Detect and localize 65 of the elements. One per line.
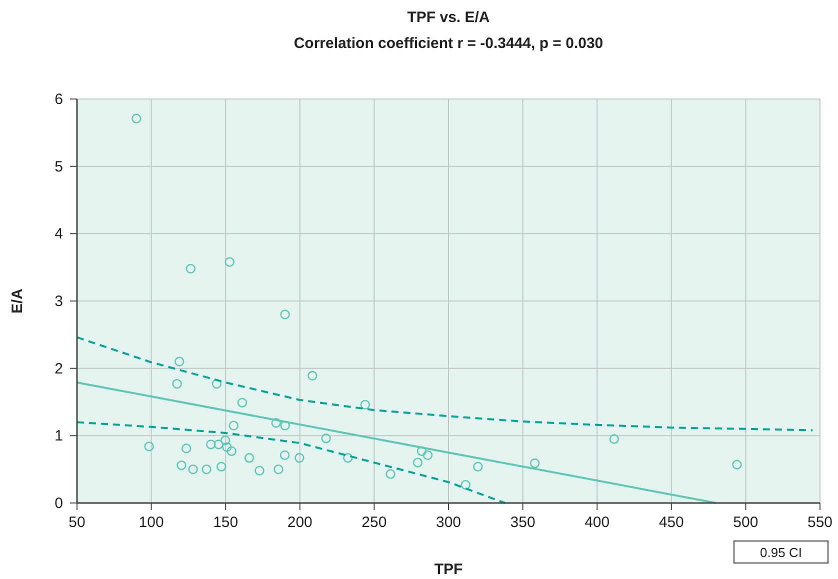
point [237, 398, 248, 408]
point [412, 458, 423, 468]
point [186, 264, 196, 274]
point [280, 450, 290, 460]
point [460, 480, 470, 490]
point [473, 462, 483, 472]
chart-subtitle: Correlation coefficient r = -0.3444, p = 0.030 [294, 35, 604, 52]
point [254, 466, 264, 476]
point [274, 464, 284, 474]
y-tick-label: 0 [54, 495, 63, 512]
x-tick-label: 550 [807, 514, 833, 531]
line-series [76, 421, 506, 504]
y-tick-label: 2 [54, 360, 63, 378]
point [244, 453, 254, 463]
point [343, 453, 353, 463]
y-tick-label: 6 [54, 91, 63, 108]
y-axis-title: E/A [9, 288, 26, 314]
point [144, 442, 154, 452]
point [228, 420, 238, 430]
point [732, 460, 742, 470]
x-tick-label: 250 [362, 514, 387, 531]
point [360, 400, 370, 410]
point [422, 450, 433, 460]
x-tick-label: 400 [584, 514, 610, 531]
point [609, 434, 620, 444]
point [226, 446, 236, 456]
x-tick-label: 350 [510, 514, 536, 531]
point [224, 257, 234, 267]
x-tick-label: 300 [436, 514, 462, 531]
point [202, 464, 212, 474]
point [174, 356, 184, 366]
point [308, 370, 318, 381]
point [188, 464, 198, 474]
chart-title: TPF vs. E/A [407, 9, 490, 26]
point [280, 420, 290, 430]
point [530, 458, 540, 468]
point [271, 418, 281, 428]
point [416, 446, 427, 456]
x-tick-label: 450 [658, 514, 684, 531]
point [386, 469, 396, 479]
x-axis-title: TPF [434, 561, 463, 578]
x-tick-label: 100 [138, 514, 164, 531]
y-tick-label: 5 [54, 158, 63, 176]
point [212, 378, 222, 389]
x-tick-label: 50 [68, 514, 86, 531]
point [216, 462, 226, 472]
point [206, 440, 216, 450]
y-tick-label: 3 [54, 293, 63, 310]
text: 0.95 CI [760, 545, 802, 560]
point [176, 460, 186, 470]
point [214, 440, 224, 450]
x-tick-label: 200 [287, 514, 312, 531]
y-tick-label: 4 [54, 226, 63, 243]
point [172, 378, 182, 389]
x-tick-label: 150 [213, 514, 238, 531]
point [280, 310, 290, 320]
x-tick-label: 500 [733, 514, 758, 531]
point [321, 434, 331, 444]
point [222, 442, 232, 452]
point [182, 444, 192, 454]
point [132, 114, 142, 124]
line-series [76, 336, 814, 432]
point [294, 453, 304, 463]
point [220, 436, 230, 446]
y-tick-label: 1 [54, 428, 63, 445]
